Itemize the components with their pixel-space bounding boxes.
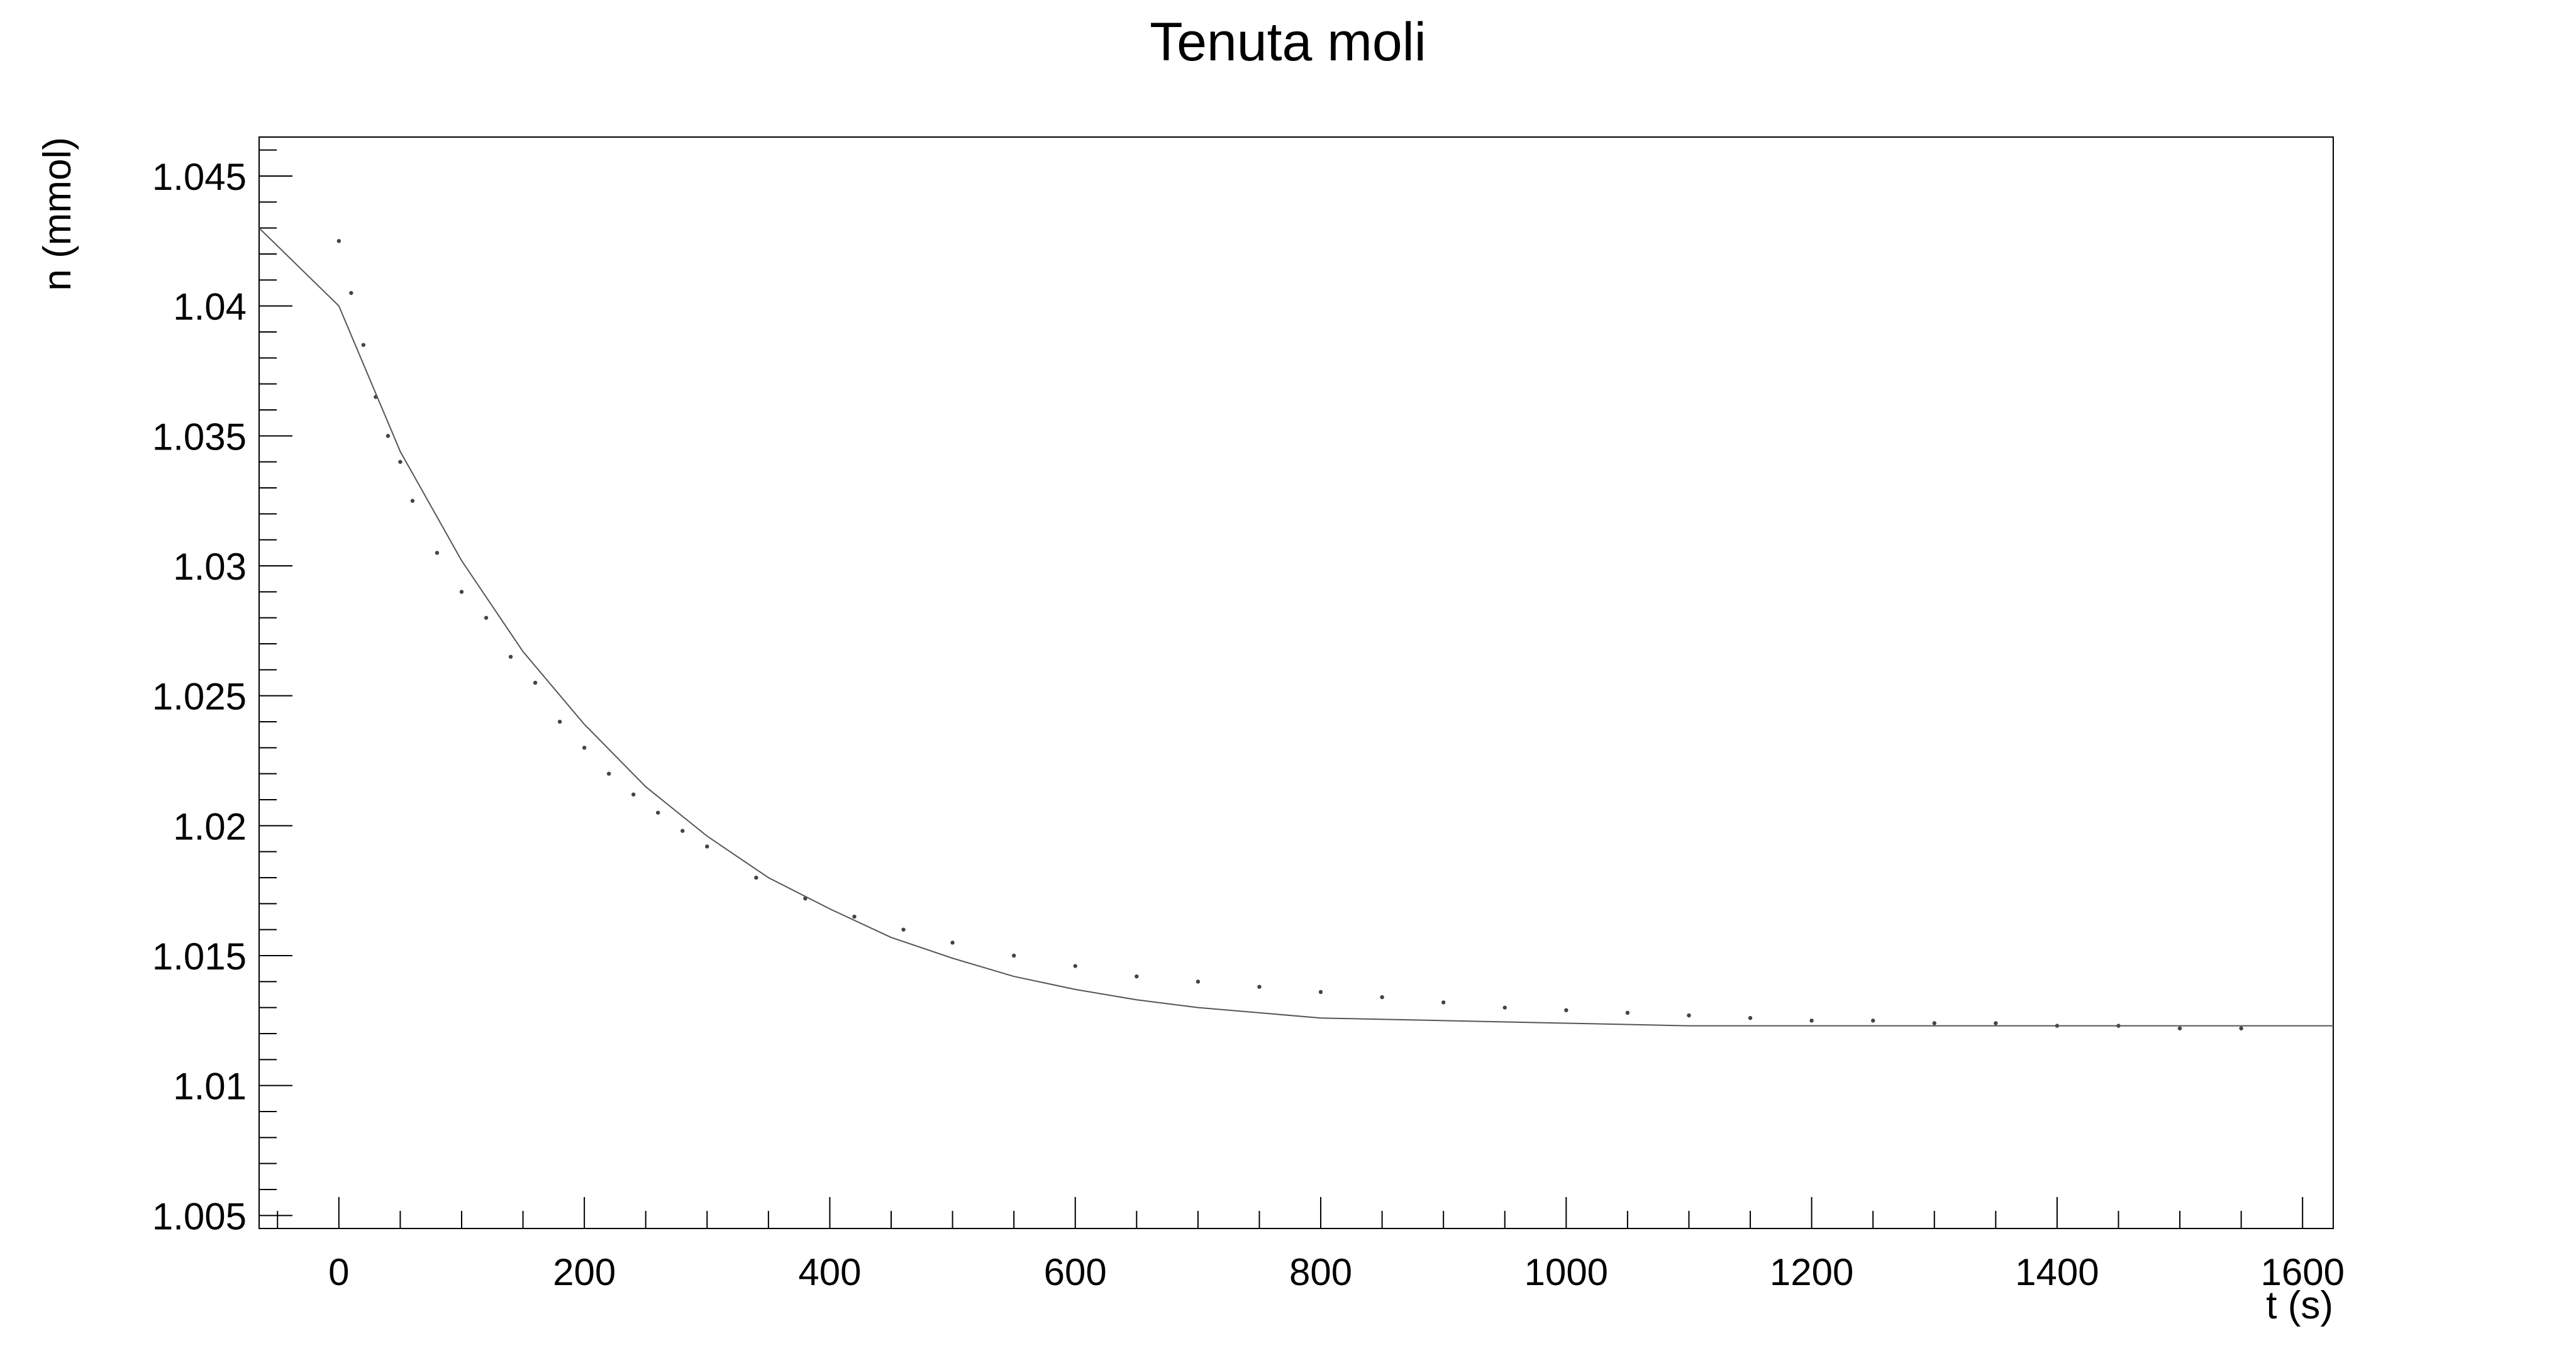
y-tick-label: 1.015 [152,936,247,978]
y-tick-label: 1.03 [173,546,247,588]
plot-frame [258,136,2334,1229]
x-axis-label: t (s) [2266,1284,2333,1327]
data-point [1564,1008,1568,1013]
data-point [631,792,636,797]
x-tick-label: 600 [1044,1251,1107,1293]
data-point [435,551,440,555]
data-point [1135,974,1139,979]
x-tick-label: 1400 [2015,1251,2099,1293]
y-tick-label: 1.035 [152,416,247,458]
data-point [1196,980,1201,984]
y-tick-label: 1.005 [152,1195,247,1237]
data-point [680,829,685,833]
data-point [361,343,366,347]
data-point [1318,990,1323,995]
data-point [1932,1021,1936,1025]
data-point [459,590,464,594]
x-tick-label: 400 [798,1251,861,1293]
chart-title: Tenuta moli [1150,12,1426,72]
x-tick-label: 800 [1289,1251,1352,1293]
data-point [582,746,587,750]
data-point [533,680,538,685]
x-tick-label: 1000 [1524,1251,1608,1293]
y-tick-label: 1.04 [173,286,247,328]
x-minor-ticks [277,1211,2242,1228]
data-point [1748,1016,1753,1020]
x-tick-label: 1600 [2260,1251,2344,1293]
data-point [606,771,611,776]
data-point [656,810,660,815]
data-point [1380,995,1384,1000]
x-ticks: 0 200 400 600 800 1000 1200 1400 1600 [328,1197,2345,1293]
y-tick-label: 1.025 [152,676,247,718]
fit-curve [258,227,2333,1027]
data-point [1625,1010,1630,1015]
data-point [398,460,402,464]
data-point [1073,964,1077,968]
data-point [1687,1013,1691,1018]
data-points [336,239,2243,1030]
data-point [410,499,415,503]
data-point [386,434,391,438]
data-point [705,844,709,849]
y-tick-label: 1.02 [173,805,247,847]
y-tick-label: 1.01 [173,1066,247,1108]
data-point [754,875,758,880]
data-point [901,927,906,932]
data-point [557,719,562,724]
x-tick-label: 1200 [1770,1251,1853,1293]
y-minor-ticks [259,149,277,1190]
data-point [2239,1026,2243,1030]
data-point [2177,1026,2182,1030]
data-point [950,941,955,945]
data-point [852,914,857,919]
data-point [1257,985,1262,989]
data-point [1502,1005,1507,1010]
data-point [1809,1018,1814,1023]
data-point [1994,1021,1998,1025]
data-point [336,239,341,243]
y-ticks: 1.005 1.01 1.015 1.02 1.025 1.03 1.035 1.04 1.04… [152,156,292,1237]
data-point [349,290,353,295]
x-tick-label: 200 [553,1251,616,1293]
data-point [508,654,513,659]
data-point [1441,1000,1446,1005]
y-tick-label: 1.045 [152,156,247,198]
y-axis-label: n (mmol) [36,137,79,291]
x-tick-label: 0 [328,1251,349,1293]
data-point [1011,953,1016,958]
data-point [484,616,489,620]
data-point [1870,1018,1875,1023]
